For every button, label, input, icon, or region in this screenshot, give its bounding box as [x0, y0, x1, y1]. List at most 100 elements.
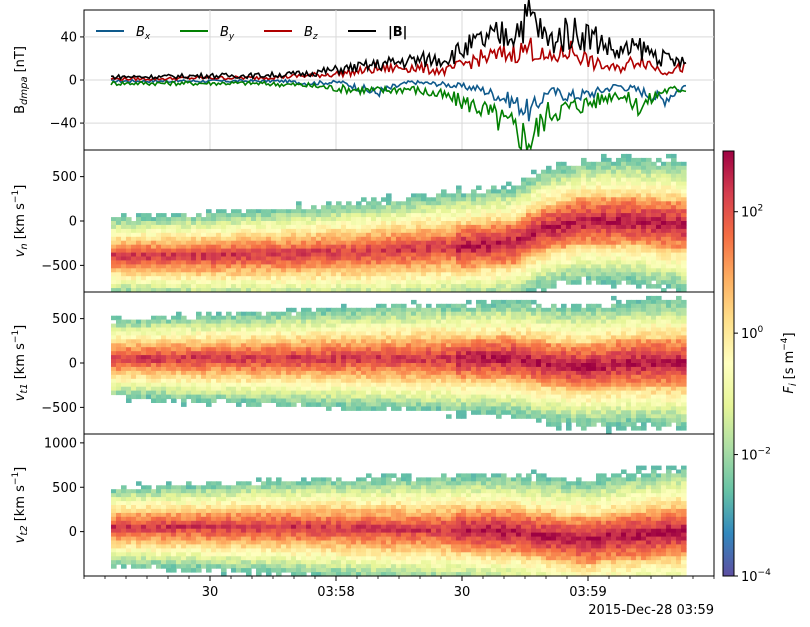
heatmap-cell — [631, 193, 637, 198]
heatmap-cell — [151, 240, 157, 246]
heatmap-cell — [306, 386, 312, 392]
heatmap-cell — [551, 197, 557, 202]
heatmap-cell — [606, 165, 612, 171]
heatmap-cell — [391, 363, 397, 368]
heatmap-cell — [501, 252, 507, 258]
heatmap-cell — [576, 268, 582, 273]
heatmap-cell — [361, 209, 367, 214]
heatmap-cell — [361, 280, 367, 285]
heatmap-cell — [586, 272, 592, 277]
heatmap-cell — [371, 311, 377, 317]
heatmap-cell — [261, 209, 267, 214]
heatmap-cell — [116, 236, 122, 242]
heatmap-cell — [226, 382, 232, 388]
heatmap-cell — [546, 197, 552, 202]
heatmap-cell — [501, 240, 507, 246]
heatmap-cell — [661, 276, 667, 281]
heatmap-cell — [176, 370, 182, 376]
heatmap-cell — [426, 366, 432, 372]
heatmap-cell — [396, 370, 402, 376]
heatmap-cell — [596, 189, 602, 194]
heatmap-cell — [301, 276, 307, 281]
heatmap-cell — [521, 244, 527, 250]
heatmap-cell — [151, 252, 157, 258]
heatmap-cell — [346, 363, 352, 368]
heatmap-cell — [176, 351, 182, 356]
heatmap-cell — [521, 374, 527, 380]
heatmap-cell — [396, 280, 402, 285]
heatmap-cell — [271, 363, 277, 368]
heatmap-cell — [146, 221, 152, 226]
heatmap-cell — [486, 370, 492, 376]
heatmap-cell — [526, 252, 532, 258]
heatmap-cell — [446, 276, 452, 281]
heatmap-cell — [456, 272, 462, 277]
heatmap-cell — [196, 319, 202, 325]
heatmap-cell — [511, 390, 517, 396]
heatmap-cell — [291, 343, 297, 348]
heatmap-cell — [386, 355, 392, 360]
heatmap-cell — [366, 228, 372, 234]
heatmap-cell — [481, 319, 487, 325]
heatmap-cell — [181, 232, 187, 238]
heatmap-cell — [296, 319, 302, 325]
heatmap-cell — [581, 173, 587, 179]
heatmap-cell — [316, 311, 322, 317]
heatmap-cell — [556, 268, 562, 273]
heatmap-cell — [286, 331, 292, 336]
heatmap-cell — [366, 268, 372, 273]
heatmap-cell — [141, 228, 147, 234]
heatmap-cell — [251, 264, 257, 269]
heatmap-cell — [671, 165, 677, 171]
heatmap-cell — [211, 378, 217, 384]
heatmap-cell — [326, 386, 332, 392]
heatmap-cell — [336, 366, 342, 372]
heatmap-cell — [316, 228, 322, 234]
heatmap-cell — [156, 315, 162, 321]
heatmap-cell — [201, 256, 207, 261]
heatmap-cell — [431, 319, 437, 325]
heatmap-cell — [136, 240, 142, 246]
heatmap-cell — [491, 244, 497, 250]
heatmap-cell — [211, 240, 217, 246]
heatmap-cell — [656, 276, 662, 281]
heatmap-cell — [346, 217, 352, 222]
heatmap-cell — [361, 398, 367, 403]
heatmap-cell — [461, 197, 467, 202]
heatmap-cell — [656, 185, 662, 190]
heatmap-cell — [331, 272, 337, 277]
heatmap-cell — [271, 335, 277, 340]
heatmap-cell — [386, 256, 392, 261]
heatmap-cell — [456, 248, 462, 254]
heatmap-cell — [531, 248, 537, 254]
heatmap-cell — [326, 315, 332, 321]
heatmap-cell — [611, 268, 617, 273]
heatmap-cell — [251, 272, 257, 277]
heatmap-cell — [241, 394, 247, 400]
heatmap-cell — [326, 228, 332, 234]
heatmap-cell — [161, 378, 167, 384]
heatmap-cell — [301, 252, 307, 258]
heatmap-cell — [506, 232, 512, 238]
heatmap-cell — [136, 335, 142, 340]
heatmap-cell — [271, 272, 277, 277]
heatmap-cell — [616, 169, 622, 175]
heatmap-cell — [256, 260, 262, 265]
heatmap-cell — [291, 335, 297, 340]
heatmap-cell — [341, 374, 347, 380]
heatmap-cell — [426, 209, 432, 214]
heatmap-cell — [561, 201, 567, 206]
heatmap-cell — [111, 272, 117, 277]
heatmap-cell — [311, 217, 317, 222]
heatmap-cell — [641, 177, 647, 183]
heatmap-cell — [301, 398, 307, 403]
heatmap-cell — [231, 343, 237, 348]
heatmap-cell — [221, 252, 227, 258]
heatmap-cell — [326, 256, 332, 261]
heatmap-cell — [361, 335, 367, 340]
heatmap-cell — [676, 177, 682, 183]
heatmap-cell — [391, 347, 397, 352]
heatmap-cell — [301, 217, 307, 222]
heatmap-cell — [416, 366, 422, 372]
heatmap-cell — [566, 193, 572, 198]
